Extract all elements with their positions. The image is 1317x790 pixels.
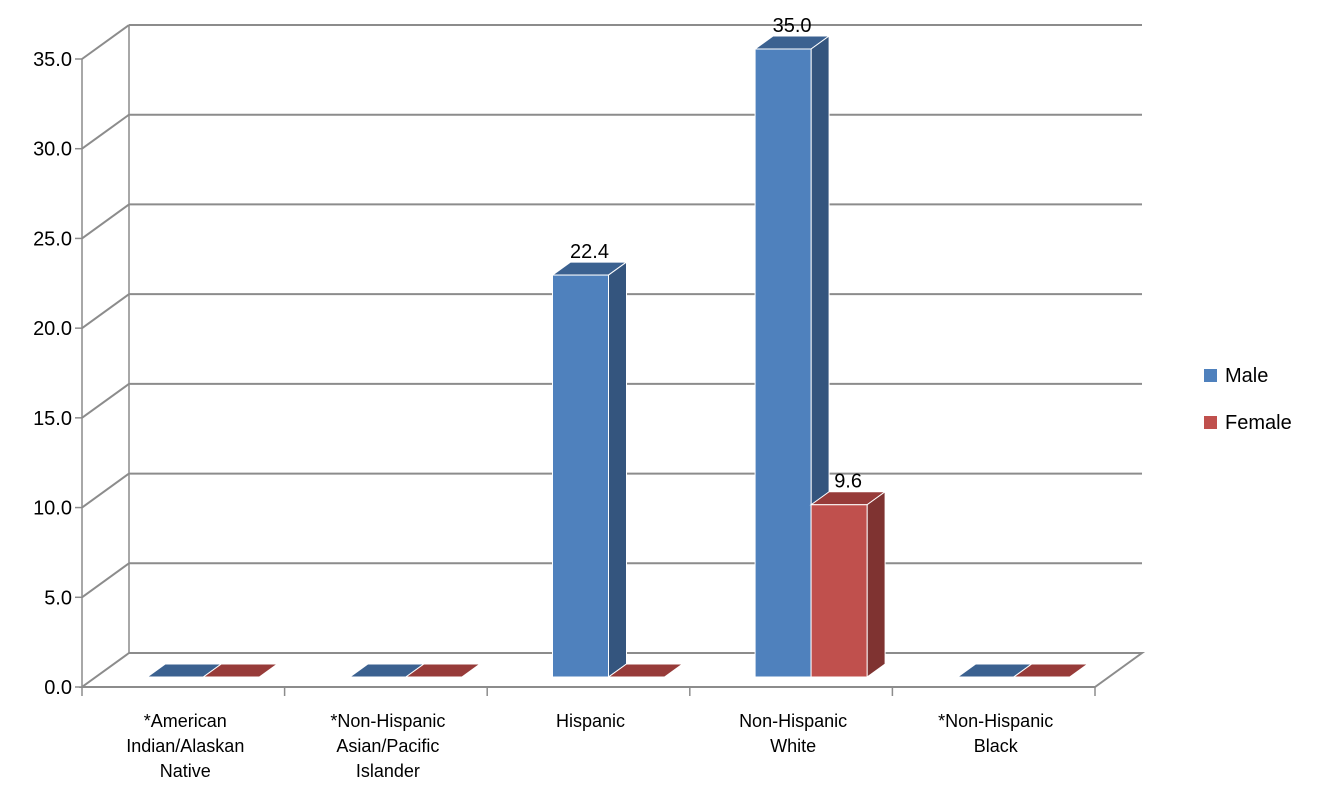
data-label: 35.0 <box>773 15 812 37</box>
gridline-diagonal <box>81 24 130 60</box>
x-category-label: Asian/Pacific <box>336 736 439 756</box>
gridline-diagonal <box>81 472 130 509</box>
y-tick-label: 5.0 <box>44 587 72 609</box>
data-label: 22.4 <box>570 241 609 263</box>
y-tick-label: 30.0 <box>33 139 72 161</box>
x-category-label: Native <box>160 761 211 781</box>
x-category-label: Non-Hispanic <box>739 711 847 731</box>
bar-female-top <box>201 663 279 678</box>
gridline-diagonal <box>81 562 130 599</box>
x-category-label: *Non-Hispanic <box>938 711 1053 731</box>
gridline-diagonal <box>81 113 130 150</box>
y-tick-label: 35.0 <box>33 49 72 71</box>
bar-male-side <box>608 261 627 678</box>
y-tick-label: 20.0 <box>33 318 72 340</box>
x-category-label: *American <box>144 711 227 731</box>
x-category-label: White <box>770 736 816 756</box>
bar-female-top <box>606 663 685 678</box>
y-tick-label: 25.0 <box>33 228 72 250</box>
legend-swatch-male <box>1204 369 1217 382</box>
y-tick-label: 0.0 <box>44 677 72 699</box>
x-category-label: Islander <box>356 761 420 781</box>
x-category-label: Hispanic <box>556 711 625 731</box>
legend-label-female: Female <box>1225 412 1292 434</box>
x-category-label: *Non-Hispanic <box>330 711 445 731</box>
gridline-diagonal <box>81 203 130 240</box>
bar-female-top <box>1012 663 1090 678</box>
y-tick-label: 10.0 <box>33 498 72 520</box>
data-label: 9.6 <box>834 471 862 493</box>
bar-male <box>754 48 812 678</box>
bar-female-side <box>866 490 886 678</box>
bar-female-top <box>404 663 482 678</box>
bar-female <box>810 504 868 678</box>
bar-male <box>552 274 609 678</box>
x-category-label: Black <box>974 736 1019 756</box>
y-tick-label: 15.0 <box>33 408 72 430</box>
gridline-diagonal <box>81 383 130 419</box>
x-category-label: Indian/Alaskan <box>126 736 244 756</box>
gridline-diagonal <box>81 293 130 329</box>
legend-swatch-female <box>1204 416 1217 429</box>
legend-label-male: Male <box>1225 365 1268 387</box>
chart-floor <box>78 652 1146 688</box>
